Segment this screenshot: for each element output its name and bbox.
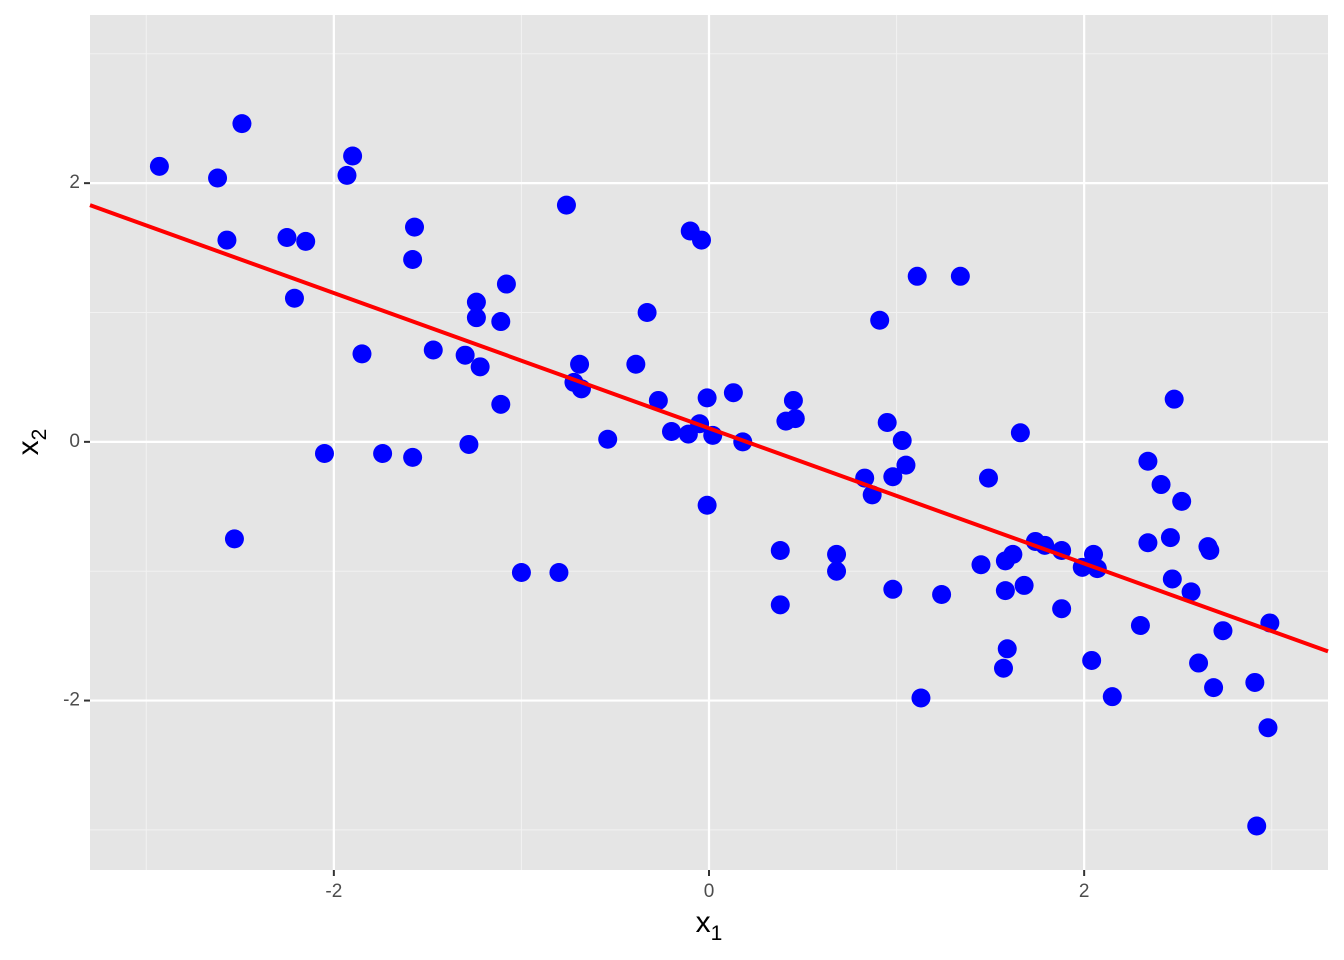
point: [403, 447, 423, 467]
y-axis-title-sub: 2: [28, 429, 51, 441]
point: [950, 266, 970, 286]
point: [466, 308, 486, 328]
y-axis-title-main: x: [12, 440, 45, 455]
point: [691, 230, 711, 250]
point: [466, 292, 486, 312]
point: [1052, 599, 1072, 619]
point: [770, 541, 790, 561]
point: [1200, 541, 1220, 561]
y-tick-label: 2: [69, 172, 80, 193]
point: [877, 412, 897, 432]
point: [1213, 621, 1233, 641]
point: [459, 434, 479, 454]
x-axis-title: x1: [696, 906, 723, 945]
point: [149, 156, 169, 176]
point: [1181, 582, 1201, 602]
x-tick-label: -2: [325, 881, 342, 902]
point: [1245, 672, 1265, 692]
point: [1084, 544, 1104, 564]
point: [1258, 718, 1278, 738]
point: [661, 422, 681, 442]
y-axis-title: x2: [12, 429, 51, 456]
point: [470, 357, 490, 377]
point: [598, 429, 618, 449]
point: [997, 639, 1017, 659]
point: [883, 579, 903, 599]
point: [907, 266, 927, 286]
point: [284, 288, 304, 308]
point: [343, 146, 363, 166]
point: [978, 468, 998, 488]
point: [770, 595, 790, 615]
point: [403, 249, 423, 269]
point: [1102, 687, 1122, 707]
point: [549, 562, 569, 582]
point: [932, 584, 952, 604]
point: [637, 303, 657, 323]
point: [1151, 475, 1171, 495]
x-tick-label: 0: [704, 881, 715, 902]
point: [626, 354, 646, 374]
point: [1162, 569, 1182, 589]
point: [1138, 451, 1158, 471]
point: [491, 312, 511, 332]
point: [277, 227, 297, 247]
point: [1247, 816, 1267, 836]
point: [511, 562, 531, 582]
point: [883, 467, 903, 487]
point: [1010, 423, 1030, 443]
point: [1130, 616, 1150, 636]
point: [1172, 491, 1192, 511]
y-tick-label: 0: [69, 431, 80, 452]
point: [697, 495, 717, 515]
point: [373, 443, 393, 463]
point: [1003, 544, 1023, 564]
point: [496, 274, 516, 294]
point: [423, 340, 443, 360]
point: [208, 168, 228, 188]
point: [697, 388, 717, 408]
point: [896, 455, 916, 475]
point: [314, 443, 334, 463]
point: [971, 555, 991, 575]
point: [1164, 389, 1184, 409]
point: [785, 409, 805, 429]
point: [1138, 533, 1158, 553]
point: [1160, 528, 1180, 548]
point: [352, 344, 372, 364]
point: [1082, 650, 1102, 670]
x-axis-title-sub: 1: [711, 922, 723, 945]
point: [870, 310, 890, 330]
point: [455, 345, 475, 365]
point: [993, 658, 1013, 678]
point: [648, 390, 668, 410]
point: [224, 529, 244, 549]
fit-line: [89, 203, 1329, 654]
point: [491, 394, 511, 414]
point: [783, 390, 803, 410]
point: [232, 114, 252, 134]
point: [337, 165, 357, 185]
point: [405, 217, 425, 237]
point: [1204, 678, 1224, 698]
point: [570, 354, 590, 374]
point: [827, 544, 847, 564]
point: [556, 195, 576, 215]
x-axis-title-main: x: [696, 906, 711, 939]
y-tick-label: -2: [63, 690, 80, 711]
point: [1014, 575, 1034, 595]
point: [995, 581, 1015, 601]
point: [892, 431, 912, 451]
point: [296, 231, 316, 251]
point: [1189, 653, 1209, 673]
point: [911, 688, 931, 708]
point: [723, 383, 743, 403]
point: [217, 230, 237, 250]
point: [827, 561, 847, 581]
x-tick-label: 2: [1079, 881, 1090, 902]
